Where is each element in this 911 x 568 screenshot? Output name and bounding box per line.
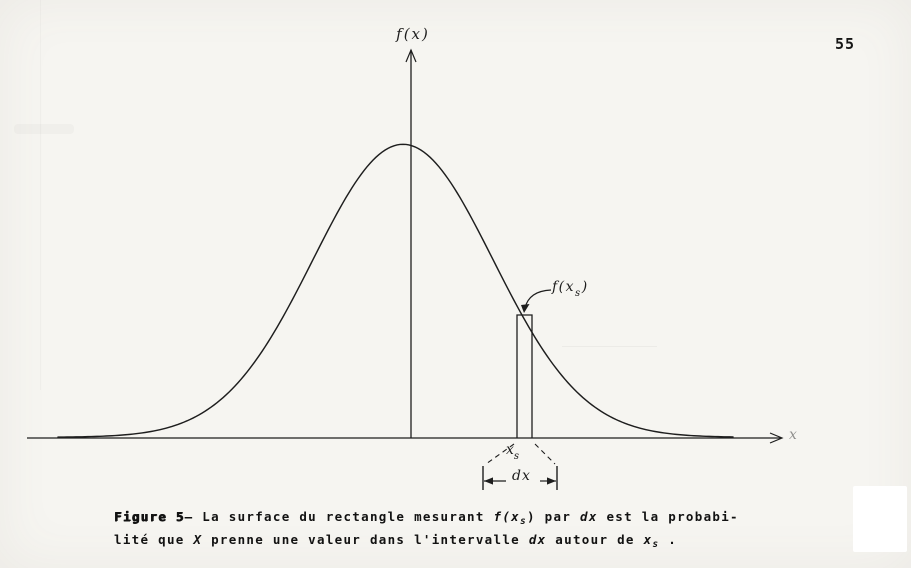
density-curve [57,143,734,438]
point-value-sub: s [575,288,582,299]
caption-segment: dx [580,509,598,524]
annotation-arrow [524,289,552,309]
x-s-main: x [506,442,514,458]
scan-white-patch [853,486,907,552]
caption-segment: autour de [546,531,644,547]
caption-segment: prenne une valeur dans l'intervalle [202,531,529,547]
caption-segment: s [652,538,660,550]
caption-segment: lité que [114,531,194,547]
caption-segment: — La surface du rectangle mesurant [184,509,494,524]
caption-segment: ) par [527,509,580,524]
y-axis-label: f(x) [396,25,430,43]
caption-segment: f(x [493,509,520,524]
point-value-close: ) [581,279,589,295]
point-value-label: f(xs) [552,279,589,299]
x-s-label: xs [506,442,519,462]
x-axis-arrowhead-icon [769,432,784,444]
page-number: 55 [835,35,856,53]
caption-segment: Figure 5 [114,509,185,524]
probability-rectangle [516,314,533,438]
dashed-guide-left [485,443,515,465]
annotation-arrowhead-icon [521,304,530,313]
caption-segment: . [659,531,678,547]
y-axis-arrowhead-icon [405,48,417,63]
caption-segment: s [520,516,528,527]
x-s-sub: s [513,451,520,462]
caption-line: lité que X prenne une valeur dans l'inte… [114,531,739,554]
dashed-guide-right [534,443,556,465]
point-value-main: f(x [552,279,576,295]
dx-interval-label: dx [512,468,531,484]
caption-line: Figure 5— La surface du rectangle mesura… [114,508,739,531]
caption-segment: dx [528,531,547,547]
caption-segment: x [643,531,653,547]
figure-caption: Figure 5— La surface du rectangle mesura… [114,508,739,553]
dx-arrowhead-right-icon [547,477,556,485]
caption-segment: X [193,531,203,547]
x-axis-label: x [789,427,797,443]
caption-segment: est la probabi- [597,509,739,524]
dx-arrowhead-left-icon [484,477,493,485]
